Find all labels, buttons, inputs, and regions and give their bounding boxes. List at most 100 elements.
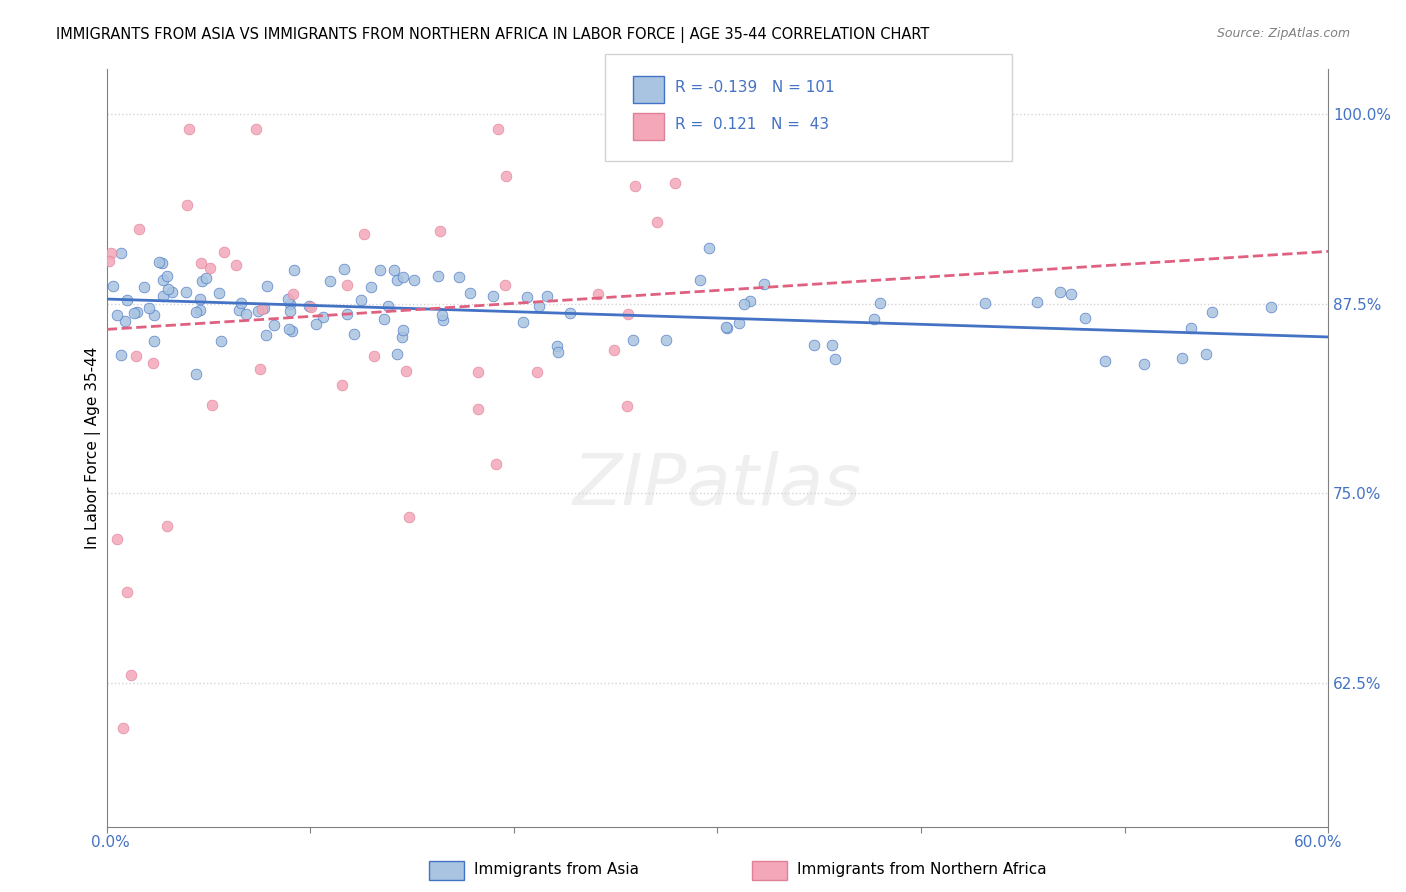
Text: ZIPatlas: ZIPatlas [574,451,862,520]
Point [225,259,247,273]
Y-axis label: In Labor Force | Age 35-44: In Labor Force | Age 35-44 [86,346,101,549]
Point [156,518,179,533]
Point [1195,347,1218,361]
Point [110,348,132,362]
Point [385,347,408,361]
Point [312,310,335,325]
Point [486,122,509,136]
Point [152,289,174,303]
Point [250,301,273,316]
Point [353,227,375,242]
Point [343,326,366,341]
Point [536,289,558,303]
Point [125,349,148,363]
Text: Immigrants from Northern Africa: Immigrants from Northern Africa [797,863,1047,877]
Point [330,377,353,392]
Point [368,262,391,277]
Point [752,277,775,291]
Point [1049,285,1071,300]
Point [332,261,354,276]
Point [235,307,257,321]
Point [395,364,418,378]
Point [195,271,218,285]
Point [645,215,668,229]
Point [821,338,844,352]
Point [150,256,173,270]
Point [148,255,170,269]
Text: IMMIGRANTS FROM ASIA VS IMMIGRANTS FROM NORTHERN AFRICA IN LABOR FORCE | AGE 35-: IMMIGRANTS FROM ASIA VS IMMIGRANTS FROM … [56,27,929,43]
Point [198,261,221,276]
Point [1180,321,1202,335]
Point [617,307,640,321]
Text: Immigrants from Asia: Immigrants from Asia [474,863,638,877]
Point [188,303,211,318]
Point [398,509,420,524]
Point [350,293,373,307]
Point [1094,354,1116,368]
Point [603,343,626,358]
Point [214,245,236,260]
Point [655,333,678,347]
Point [515,290,537,304]
Point [156,282,179,296]
Point [115,584,138,599]
Point [392,269,415,284]
Point [382,262,405,277]
Point [253,301,276,316]
Point [526,365,548,379]
Point [689,273,711,287]
Point [1074,310,1097,325]
Point [1059,287,1081,301]
Point [738,294,761,309]
Point [560,306,582,320]
Point [1132,358,1154,372]
Point [432,313,454,327]
Point [283,263,305,277]
Point [120,668,142,682]
Point [160,285,183,300]
Point [716,321,738,335]
Point [305,317,328,331]
Point [377,299,399,313]
Point [1171,351,1194,366]
Point [138,301,160,316]
Point [392,323,415,337]
Point [209,334,232,349]
Point [254,328,277,343]
Text: 0.0%: 0.0% [91,836,131,850]
Point [485,457,508,471]
Point [427,269,450,284]
Point [973,296,995,310]
Point [495,169,517,183]
Point [1260,300,1282,314]
Point [177,122,200,136]
Point [299,301,322,315]
Point [467,365,489,379]
Point [482,289,505,303]
Point [449,270,471,285]
Text: 60.0%: 60.0% [1295,836,1343,850]
Point [110,246,132,260]
Point [245,122,267,136]
Point [494,277,516,292]
Point [277,292,299,306]
Point [429,224,451,238]
Point [869,296,891,310]
Point [714,320,737,334]
Point [373,312,395,326]
Point [101,278,124,293]
Point [621,334,644,348]
Point [527,299,550,313]
Point [546,339,568,353]
Point [184,305,207,319]
Point [152,273,174,287]
Point [547,345,569,359]
Text: Source: ZipAtlas.com: Source: ZipAtlas.com [1216,27,1350,40]
Point [404,273,426,287]
Point [278,297,301,311]
Point [134,280,156,294]
Point [863,312,886,326]
Point [336,307,359,321]
Point [174,285,197,300]
Point [727,316,749,330]
